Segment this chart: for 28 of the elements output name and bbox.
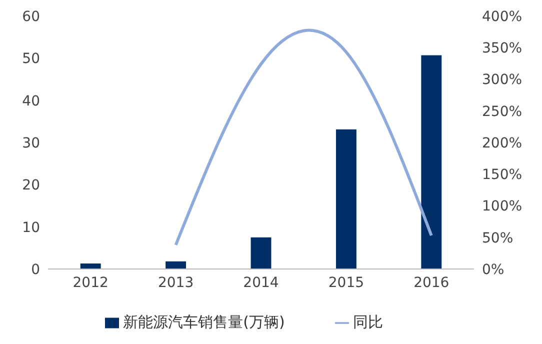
x-tick-label: 2012 <box>72 274 108 291</box>
y-tick-label: 50 <box>22 51 40 68</box>
bar <box>80 264 101 269</box>
y2-tick-label: 0% <box>482 262 504 278</box>
x-tick-label: 2013 <box>158 274 194 291</box>
y-tick-label: 60 <box>22 8 40 25</box>
bar <box>166 261 186 269</box>
y-tick-label: 40 <box>22 93 40 110</box>
x-tick-label: 2014 <box>243 274 279 291</box>
y-tick-label: 0 <box>31 262 40 278</box>
y2-tick-label: 300% <box>482 72 522 88</box>
y2-tick-label: 350% <box>482 40 522 57</box>
y2-tick-label: 100% <box>482 198 522 215</box>
bar <box>336 129 356 269</box>
legend-label: 新能源汽车销售量(万辆) <box>123 313 285 331</box>
y-tick-label: 30 <box>22 135 40 152</box>
y-tick-label: 10 <box>22 220 40 236</box>
y-tick-label: 20 <box>22 178 40 194</box>
bar <box>250 237 272 269</box>
y2-tick-label: 250% <box>482 104 522 120</box>
x-tick-label: 2016 <box>414 274 450 291</box>
y2-tick-label: 150% <box>482 167 522 184</box>
legend-label: 同比 <box>352 313 383 331</box>
y2-tick-label: 50% <box>482 230 514 246</box>
y2-tick-label: 400% <box>482 8 522 25</box>
bar <box>421 55 442 269</box>
y2-tick-label: 200% <box>482 135 522 152</box>
x-tick-label: 2015 <box>328 274 364 291</box>
